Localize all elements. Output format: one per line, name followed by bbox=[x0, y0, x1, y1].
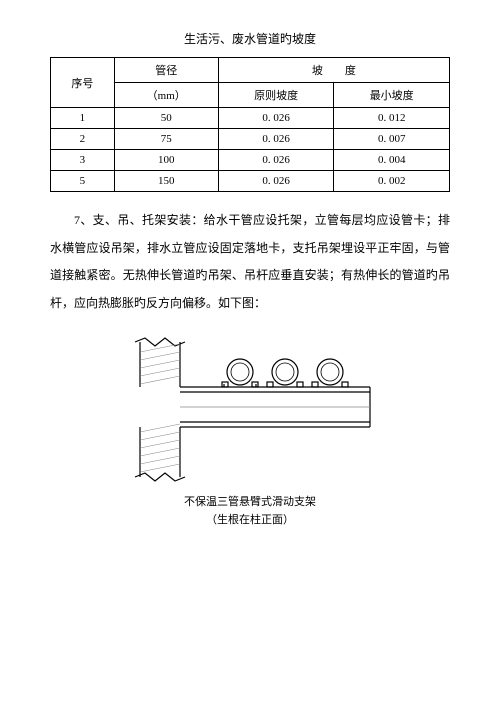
table-row: 1 50 0. 026 0. 012 bbox=[51, 108, 450, 129]
col-principle: 原则坡度 bbox=[218, 83, 334, 108]
col-min: 最小坡度 bbox=[334, 83, 450, 108]
bracket-diagram: 不保温三管悬臂式滑动支架 （生根在柱正面） bbox=[50, 332, 450, 529]
col-slope: 坡 度 bbox=[218, 58, 449, 83]
col-dia: 管径 bbox=[114, 58, 218, 83]
table-row: 3 100 0. 026 0. 004 bbox=[51, 150, 450, 171]
page-title: 生活污、废水管道旳坡度 bbox=[50, 30, 450, 47]
table-row: 2 75 0. 026 0. 007 bbox=[51, 129, 450, 150]
col-seq: 序号 bbox=[51, 58, 115, 108]
slope-table: 序号 管径 坡 度 （mm） 原则坡度 最小坡度 1 50 0. 026 0. … bbox=[50, 57, 450, 192]
table-row: 5 150 0. 026 0. 002 bbox=[51, 171, 450, 192]
paragraph-7: 7、支、吊、托架安装：给水干管应设托架，立管每层均应设管卡；排水横管应设吊架，排… bbox=[50, 207, 450, 317]
col-dia-unit: （mm） bbox=[114, 83, 218, 108]
diagram-caption: 不保温三管悬臂式滑动支架 （生根在柱正面） bbox=[50, 494, 450, 529]
